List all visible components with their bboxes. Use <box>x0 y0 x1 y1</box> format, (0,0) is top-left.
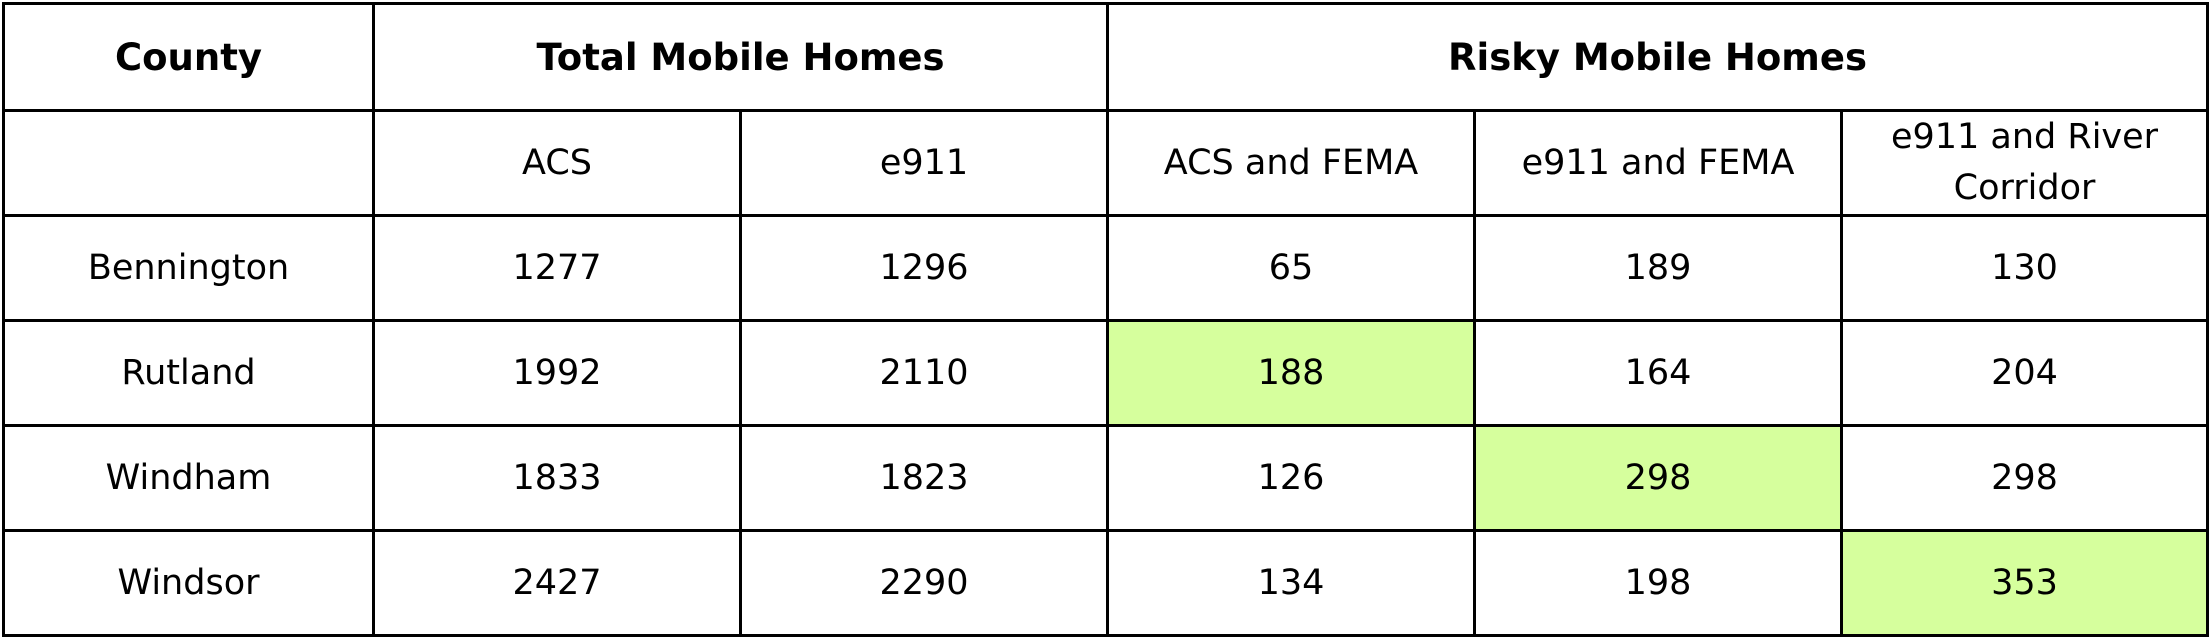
cell-e911-fema: 189 <box>1473 214 1843 322</box>
cell-acs-fema: 134 <box>1106 529 1476 637</box>
subheader-e911: e911 <box>739 109 1109 217</box>
cell-acs-fema-highlighted: 188 <box>1106 319 1476 427</box>
subheader-acs: ACS <box>372 109 742 217</box>
header-county: County <box>2 2 375 112</box>
cell-e911: 2290 <box>739 529 1109 637</box>
header-total-mobile-homes: Total Mobile Homes <box>372 2 1109 112</box>
table-row: Windsor 2427 2290 134 198 353 <box>2 529 2210 637</box>
cell-county: Rutland <box>2 319 375 427</box>
header-risky-mobile-homes: Risky Mobile Homes <box>1105 2 2210 112</box>
cell-e911-fema-highlighted: 298 <box>1473 424 1843 532</box>
cell-e911-river-corridor: 298 <box>1839 424 2210 532</box>
table-row: Rutland 1992 2110 188 164 204 <box>2 319 2210 427</box>
subheader-acs-fema: ACS and FEMA <box>1106 109 1476 217</box>
cell-acs: 1992 <box>372 319 742 427</box>
cell-e911-fema: 198 <box>1473 529 1843 637</box>
cell-e911: 2110 <box>739 319 1109 427</box>
cell-e911: 1296 <box>739 214 1109 322</box>
cell-acs: 2427 <box>372 529 742 637</box>
header-row: County Total Mobile Homes Risky Mobile H… <box>2 2 2210 112</box>
cell-acs-fema: 126 <box>1106 424 1476 532</box>
subheader-county <box>2 109 375 217</box>
subheader-e911-fema: e911 and FEMA <box>1473 109 1843 217</box>
cell-county: Windsor <box>2 529 375 637</box>
cell-e911-river-corridor-highlighted: 353 <box>1839 529 2210 637</box>
cell-county: Windham <box>2 424 375 532</box>
cell-county: Bennington <box>2 214 375 322</box>
subheader-e911-river-corridor: e911 and River Corridor <box>1839 109 2210 217</box>
table-row: Windham 1833 1823 126 298 298 <box>2 424 2210 532</box>
subheader-row: ACS e911 ACS and FEMA e911 and FEMA e911… <box>2 109 2210 217</box>
cell-e911-river-corridor: 130 <box>1839 214 2210 322</box>
cell-acs: 1833 <box>372 424 742 532</box>
cell-e911-river-corridor: 204 <box>1839 319 2210 427</box>
table-row: Bennington 1277 1296 65 189 130 <box>2 214 2210 322</box>
cell-acs: 1277 <box>372 214 742 322</box>
cell-e911: 1823 <box>739 424 1109 532</box>
cell-e911-fema: 164 <box>1473 319 1843 427</box>
cell-acs-fema: 65 <box>1106 214 1476 322</box>
